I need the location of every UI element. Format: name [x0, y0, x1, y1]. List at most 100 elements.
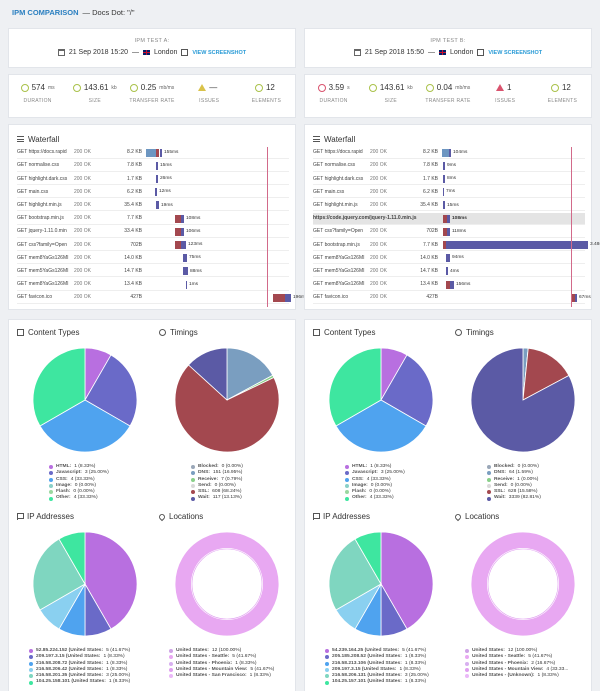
legend-item[interactable]: 104.25.157.101 (United States: 1 (8.33%) [325, 679, 429, 685]
waterfall-row[interactable]: GET main.css 200 OK 6.2 KB 7ms [313, 187, 585, 199]
legend-dot-icon [465, 668, 469, 673]
waterfall-row[interactable]: GET favicon.ico 200 OK 427B 196ms [17, 292, 307, 304]
legend-item[interactable]: Wait: 117 (13.13%) [191, 495, 243, 501]
legend-item[interactable]: United States - Mountain View: 4 (33.33..… [465, 667, 568, 673]
legend-item[interactable]: Javascript: 3 (25.00%) [345, 470, 405, 476]
pie-slice[interactable] [84, 354, 138, 427]
legend-item[interactable]: 104.25.158.101 (United States: 1 (8.33%) [29, 679, 130, 685]
legend-item[interactable]: United States: 12 (100.00%) [169, 648, 274, 654]
legend-item[interactable]: United States - Seattle: 5 (41.67%) [465, 654, 568, 660]
pie-slice[interactable] [470, 347, 576, 453]
legend-value: 1 (8.33%) [235, 660, 257, 666]
waterfall-row[interactable]: GET highlight.dark.css 200 OK 1.7 KB 8ms [313, 173, 585, 185]
legend-item[interactable]: CSS: 4 (33.33%) [49, 477, 109, 483]
pie-slice[interactable] [84, 531, 138, 630]
waterfall-row[interactable]: GET main.css 200 OK 6.2 KB 12ms [17, 187, 289, 199]
legend-item[interactable]: Other: 4 (33.33%) [345, 495, 405, 501]
pie-slice[interactable] [187, 347, 228, 401]
waterfall-row[interactable]: GET mem8YaGs126MI 200 OK 14.0 KB 94ms [313, 253, 585, 265]
waterfall-row[interactable]: GET jquery-1.11.0.min 200 OK 33.4 KB 106ms [17, 226, 289, 238]
ip-addresses-pie [328, 531, 434, 637]
legend-item[interactable]: Blocked: 0 (0.00%) [191, 464, 243, 470]
legend-item[interactable]: 52.85.224.152 (United States: 5 (41.67%) [29, 648, 130, 654]
pie-slice[interactable] [32, 538, 86, 611]
legend-item[interactable]: 216.58.206.42 (United States: 1 (8.33%) [29, 667, 130, 673]
view-screenshot-link[interactable]: VIEW SCREENSHOT [488, 49, 543, 56]
legend-item[interactable]: 54.239.164.25 (United States: 5 (41.67%) [325, 648, 429, 654]
legend-item[interactable]: Image: 0 (0.00%) [345, 483, 405, 489]
legend-value: 0 (0.00%) [221, 464, 243, 469]
legend-value: 1 (8.33%) [404, 679, 427, 685]
legend-key: Image: [352, 482, 368, 488]
legend-item[interactable]: HTML: 1 (8.33%) [345, 464, 405, 470]
legend-dot-icon [487, 465, 491, 470]
waterfall-row[interactable]: GET normalise.css 200 OK 7.8 KB 9ms [313, 160, 585, 172]
legend-item[interactable]: 209.197.3.15 (United States: 1 (8.33%) [29, 654, 130, 660]
waterfall-row[interactable]: GET https://docs.rapid 200 OK 8.2 KB 104ms [313, 147, 585, 159]
waterfall-row[interactable]: GET mem5YaGs126MI 200 OK 14.7 KB 4ms [313, 266, 585, 278]
legend-key: United States: [176, 648, 209, 653]
pie-slice[interactable] [354, 531, 382, 586]
waterfall-row[interactable]: GET highlight.min.js 200 OK 35.4 KB 19ms [17, 200, 289, 212]
view-screenshot-link[interactable]: VIEW SCREENSHOT [192, 49, 247, 56]
waterfall-row[interactable]: GET https://docs.rapid 200 OK 8.2 KB 155ms [17, 147, 289, 159]
pie-slice[interactable] [226, 347, 274, 401]
waterfall-row[interactable]: GET mem8YaGs126MI 200 OK 14.0 KB 75ms [17, 253, 289, 265]
waterfall-row[interactable]: GET highlight.dark.css 200 OK 1.7 KB 26ms [17, 173, 289, 185]
waterfall-row[interactable]: GET favicon.ico 200 OK 427B 67ms [313, 292, 591, 304]
legend-item[interactable]: 216.58.201.35 (United States: 3 (25.00%) [29, 673, 130, 679]
legend-item[interactable]: 205.185.208.52 (United States: 1 (8.33%) [325, 654, 429, 660]
pie-slice[interactable] [380, 531, 434, 630]
legend-item[interactable]: 209.197.3.15 (United States: 1 (8.33%) [325, 667, 429, 673]
pie-slice[interactable] [380, 354, 434, 427]
legend-item[interactable]: 216.58.206.131 (United States: 3 (25.00%) [325, 673, 429, 679]
pie-slice[interactable] [39, 399, 131, 453]
legend-item[interactable]: SSL: 608 (68.24%) [191, 489, 243, 495]
pie-slice[interactable] [328, 347, 382, 427]
legend-item[interactable]: United States - San Francisco: 1 (8.33%) [169, 673, 274, 679]
legend-item[interactable]: United States - Mountain View: 5 (41.67%) [169, 667, 274, 673]
legend-item[interactable]: Send: 0 (0.00%) [191, 483, 243, 489]
legend-item[interactable]: Wait: 3339 (82.81%) [487, 495, 541, 501]
pie-slice[interactable] [58, 531, 86, 586]
legend-item[interactable]: CSS: 4 (33.33%) [345, 477, 405, 483]
waterfall-row[interactable]: GET mem8YaGs126MI 200 OK 13.4 KB 1ms [17, 279, 289, 291]
waterfall-row[interactable]: GET css?family=Open 200 OK 702B 118ms [313, 226, 585, 238]
pie-slice[interactable] [174, 364, 280, 453]
legend-item[interactable]: United States - (Unknown): 1 (8.33%) [465, 673, 568, 679]
waterfall-row[interactable]: https://code.jquery.com/jquery-1.11.0.mi… [313, 213, 585, 225]
legend-value: 5 (41.67%) [232, 654, 257, 660]
waterfall-row[interactable]: GET highlight.min.js 200 OK 35.4 KB 15ms [313, 200, 585, 212]
legend-item[interactable]: Javascript: 3 (25.00%) [49, 470, 109, 476]
waterfall-row[interactable]: GET css?family=Open 200 OK 702B 123ms [17, 239, 289, 251]
legend-item[interactable]: Image: 0 (0.00%) [49, 483, 109, 489]
request-duration: 12ms [159, 189, 171, 195]
legend-item[interactable]: Flash: 0 (0.00%) [49, 489, 109, 495]
legend-item[interactable]: Flash: 0 (0.00%) [345, 489, 405, 495]
legend-item[interactable]: DNS: 64 (1.59%) [487, 470, 541, 476]
legend-item[interactable]: Receive: 1 (0.00%) [487, 477, 541, 483]
legend-item[interactable]: HTML: 1 (8.33%) [49, 464, 109, 470]
legend-item[interactable]: United States: 12 (100.00%) [465, 648, 568, 654]
waterfall-row[interactable]: GET bootstrap.min.js 200 OK 7.7 KB 3.48s [313, 239, 600, 251]
legend-item[interactable]: 216.58.208.72 (United States: 1 (8.33%) [29, 661, 130, 667]
legend-item[interactable]: Blocked: 0 (0.00%) [487, 464, 541, 470]
legend-item[interactable]: United States - Seattle: 5 (41.67%) [169, 654, 274, 660]
legend-item[interactable]: United States - Phoenix: 2 (16.67%) [465, 661, 568, 667]
legend-item[interactable]: DNS: 151 (16.95%) [191, 470, 243, 476]
legend-item[interactable]: 216.58.213.106 (United States: 1 (8.33%) [325, 661, 429, 667]
pie-slice[interactable] [522, 347, 570, 401]
legend-item[interactable]: Send: 0 (0.00%) [487, 483, 541, 489]
legend-item[interactable]: Other: 4 (33.33%) [49, 495, 109, 501]
legend-item[interactable]: Receive: 7 (0.79%) [191, 477, 243, 483]
load-event-line [571, 147, 572, 307]
legend-item[interactable]: SSL: 628 (15.58%) [487, 489, 541, 495]
legend-item[interactable]: United States - Phoenix: 1 (8.33%) [169, 661, 274, 667]
waterfall-row[interactable]: GET bootstrap.min.js 200 OK 7.7 KB 108ms [17, 213, 289, 225]
pie-slice[interactable] [328, 538, 382, 611]
pie-slice[interactable] [32, 347, 86, 427]
waterfall-row[interactable]: GET normalise.css 200 OK 7.8 KB 15ms [17, 160, 289, 172]
waterfall-row[interactable]: GET mem8YaGs126MI 200 OK 13.4 KB 156ms [313, 279, 585, 291]
waterfall-row[interactable]: GET mem5YaGs126MI 200 OK 14.7 KB 88ms [17, 266, 289, 278]
pie-slice[interactable] [335, 399, 427, 453]
